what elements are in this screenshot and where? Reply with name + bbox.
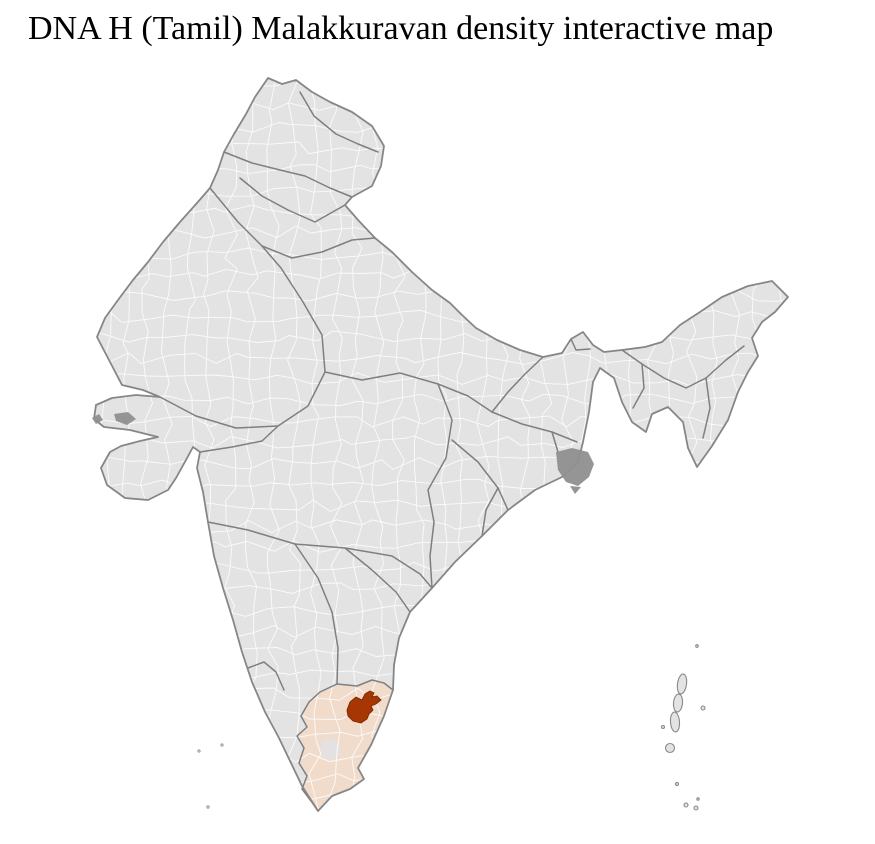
tamil-nadu-grey-district[interactable]: [319, 738, 341, 762]
highlighted-district[interactable]: [346, 690, 382, 724]
lakshadweep-islands[interactable]: [197, 743, 224, 809]
sundarbans-delta: [556, 448, 594, 494]
india-coast-outline: [93, 77, 789, 812]
state-boundaries: [159, 91, 745, 812]
andaman-nicobar-islands[interactable]: [660, 644, 706, 811]
kutch-islets: [92, 412, 136, 425]
map-title: DNA H (Tamil) Malakkuravan density inter…: [28, 10, 774, 47]
